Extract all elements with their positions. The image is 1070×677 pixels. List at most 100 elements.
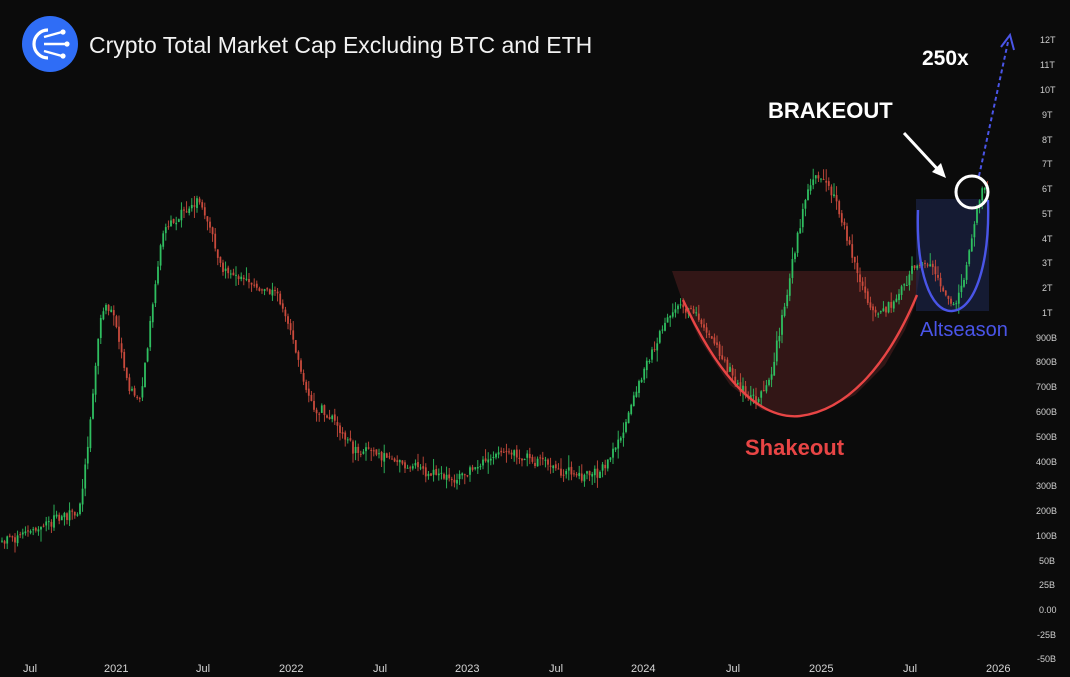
candle-body [934, 266, 937, 275]
candle-body [838, 201, 841, 215]
candle-body [40, 526, 42, 530]
candle-body [76, 514, 79, 516]
candle-body [570, 466, 573, 475]
candle-body [978, 200, 981, 207]
candle-body [640, 379, 643, 383]
candle-body [731, 368, 734, 376]
candle-body [812, 179, 815, 186]
candle-body [138, 398, 141, 400]
candle-body [801, 208, 804, 228]
candle-body [596, 468, 599, 478]
candle-body [518, 457, 521, 459]
candle-body [190, 204, 193, 209]
candle-body [791, 259, 794, 278]
candle-body [573, 473, 575, 475]
candle-body [313, 400, 315, 410]
candle-body [362, 451, 365, 454]
candle-body [817, 175, 820, 179]
candle-body [1, 540, 3, 542]
y-tick: 2T [1042, 283, 1053, 293]
candle-body [42, 525, 45, 527]
candle-body [123, 351, 126, 368]
candle-body [609, 457, 612, 460]
candle-body [729, 366, 731, 372]
candle-body [411, 466, 414, 469]
candle-body [664, 322, 666, 331]
candle-body [404, 462, 406, 469]
candle-body [749, 395, 752, 400]
candle-body [188, 208, 191, 214]
candle-body [344, 432, 347, 440]
candle-body [185, 211, 188, 213]
shakeout-zone [672, 271, 920, 416]
altseason-zone [916, 199, 989, 311]
candle-body [788, 278, 791, 296]
candle-body [656, 343, 659, 351]
candle-body [99, 318, 102, 338]
candle-body [450, 478, 453, 481]
candle-body [651, 349, 653, 360]
candle-body [976, 207, 978, 223]
candle-body [141, 386, 144, 398]
y-tick: 200B [1036, 506, 1057, 516]
candle-body [157, 266, 159, 284]
y-tick: 0.00 [1039, 605, 1057, 615]
candle-body [918, 264, 921, 266]
candle-body [271, 289, 274, 296]
candle-body [375, 449, 378, 455]
candle-body [950, 298, 952, 304]
y-tick: 11T [1040, 60, 1055, 70]
candle-body [947, 295, 950, 299]
candle-body [578, 472, 581, 477]
candle-body [955, 303, 958, 305]
x-tick: 2022 [279, 663, 303, 675]
candle-body [320, 405, 323, 413]
candle-body [372, 450, 375, 452]
candle-body [287, 316, 289, 324]
candle-body [708, 333, 711, 336]
candle-body [71, 510, 74, 512]
candle-body [417, 462, 419, 468]
candle-body [89, 419, 92, 449]
candle-body [37, 529, 40, 532]
candle-body [513, 450, 516, 456]
candle-body [495, 453, 497, 458]
candle-body [430, 473, 432, 476]
y-tick: 1T [1042, 308, 1053, 318]
candle-body [593, 468, 596, 476]
candle-body [370, 449, 373, 451]
candle-body [903, 284, 906, 286]
candle-body [606, 459, 609, 469]
candle-body [523, 458, 526, 461]
candle-body [300, 360, 302, 372]
candle-body [63, 513, 66, 518]
candle-body [762, 389, 765, 391]
candle-body [172, 218, 175, 223]
candle-body [476, 466, 479, 469]
candle-body [162, 233, 165, 247]
candle-body [968, 250, 971, 264]
candle-body [926, 264, 929, 266]
candle-body [302, 372, 305, 382]
candle-body [859, 274, 861, 282]
candle-body [684, 308, 687, 313]
candle-body [297, 351, 300, 360]
candle-body [222, 262, 224, 272]
candle-body [911, 265, 913, 274]
candle-body [331, 415, 334, 419]
candle-body [944, 290, 947, 296]
x-tick: 2023 [455, 663, 479, 675]
y-tick: 600B [1036, 407, 1057, 417]
candle-body [617, 439, 620, 449]
candle-body [274, 290, 276, 292]
candle-body [583, 474, 586, 482]
candle-body [310, 394, 313, 401]
candle-body [614, 447, 617, 450]
candle-body [120, 343, 123, 353]
candle-body [502, 451, 505, 453]
candle-body [861, 281, 864, 286]
candle-body [768, 379, 770, 385]
candle-body [799, 228, 802, 234]
candle-body [562, 474, 565, 476]
candle-body [632, 395, 635, 407]
